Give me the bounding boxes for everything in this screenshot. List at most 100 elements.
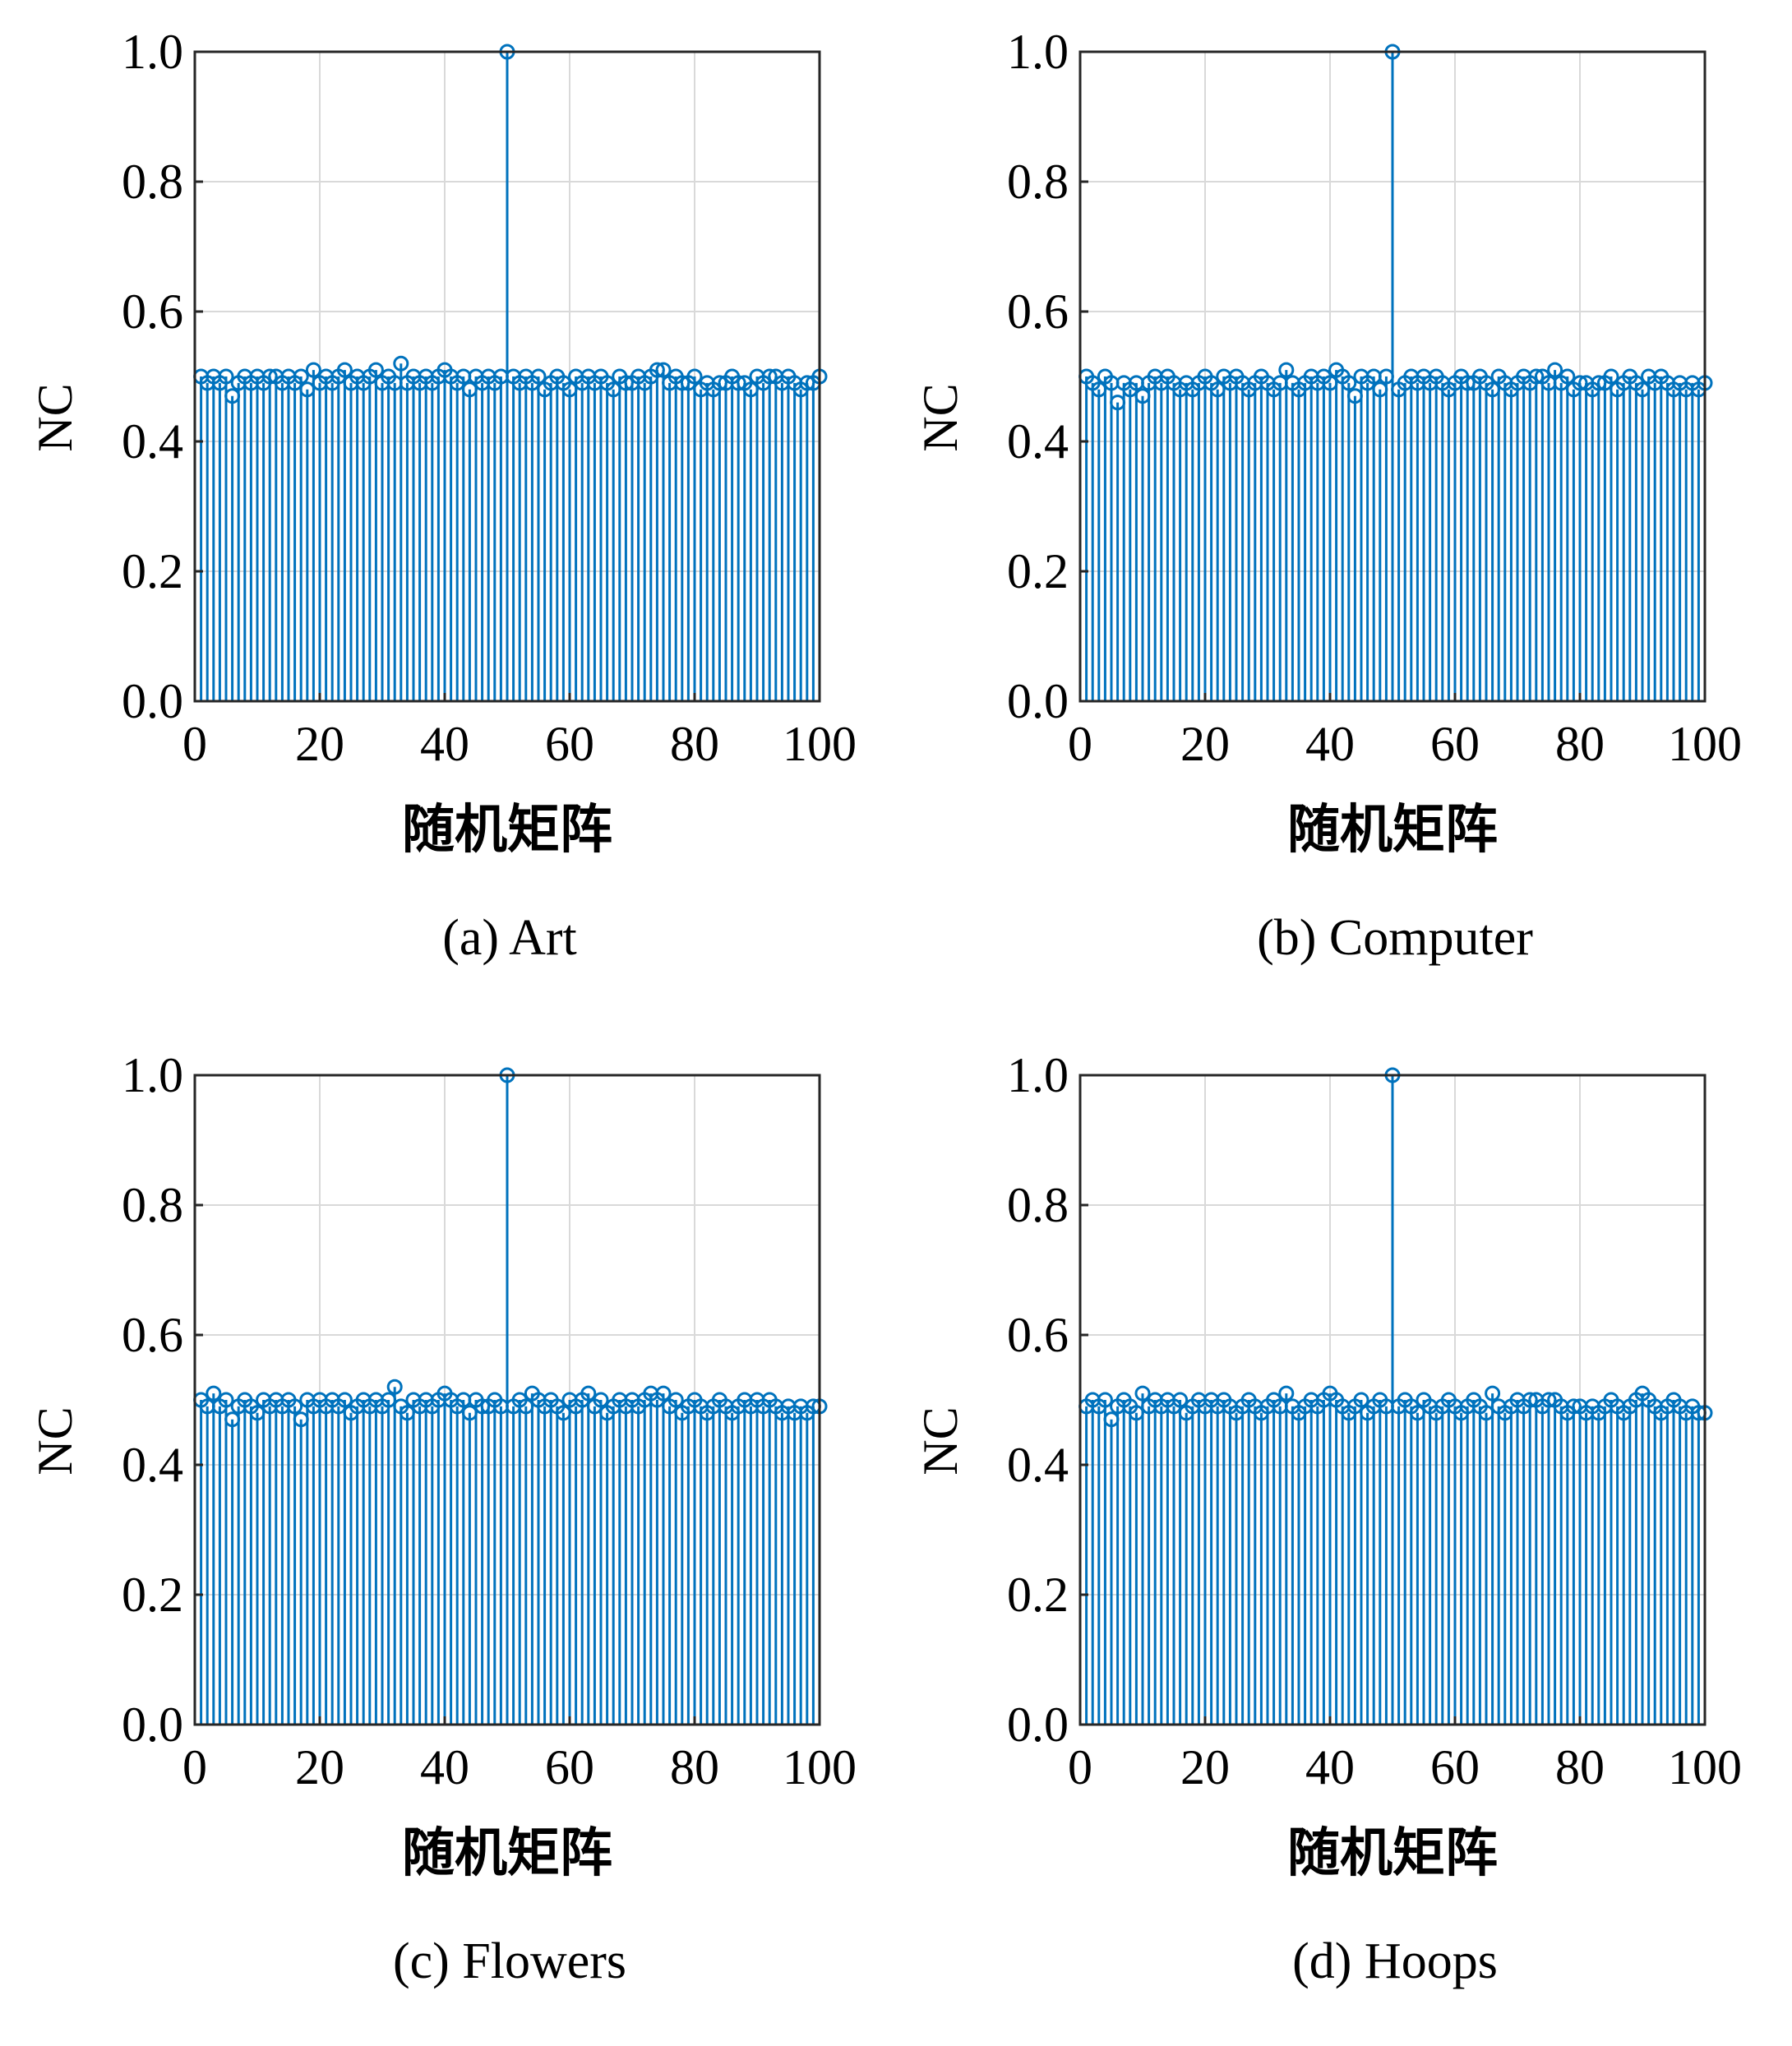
y-tick-label: 0.2 [1007,1568,1069,1622]
y-axis-label: NC [913,1406,968,1475]
stem-marker [1603,368,1619,385]
stem-marker [1134,1385,1151,1402]
axes-frame [1078,1074,1707,1726]
stem-marker [336,1392,353,1408]
axes-frame [193,1074,821,1726]
stem-marker [593,1392,609,1408]
y-tick-label: 1.0 [1007,25,1069,79]
subplot-d: 0.00.20.40.60.81.0 0 20 40 60 80 100 NC 随机矩阵 … [913,1048,1742,1989]
x-tick-labels: 0 20 40 60 80 100 [1068,693,1742,771]
stem-marker [530,368,547,385]
stem-marker [655,1385,672,1402]
axes-frame [193,50,821,703]
y-tick-label: 0.2 [1007,544,1069,598]
stem-marker [287,1398,303,1415]
x-tick-label: 20 [295,1740,344,1794]
stem-marker [1278,362,1295,378]
x-tick-label: 100 [783,1740,857,1794]
y-tick-label: 0.0 [1007,1697,1069,1752]
x-axis-label: 随机矩阵 [1287,1823,1498,1884]
y-tick-label: 0.2 [122,544,183,598]
subplot-caption: (b) Computer [1257,910,1533,966]
y-tick-label: 0.6 [122,1308,183,1362]
y-tick-label: 0.0 [1007,674,1069,728]
subplot-c: 0.00.20.40.60.81.0 0 20 40 60 80 100 NC 随机矩阵 … [28,1048,857,1989]
stem-marker [1278,1385,1295,1402]
stem-marker [336,362,353,378]
stem-marker [206,1385,222,1402]
y-tick-label: 0.6 [1007,1308,1069,1362]
y-tick-label: 0.8 [122,155,183,209]
y-tick-labels: 0.0 0.2 0.4 0.6 0.8 1.0 [122,25,203,728]
subplot-caption: (c) Flowers [393,1933,626,1989]
stem-marker [667,1392,684,1408]
x-tick-labels: 0 20 40 60 80 100 [1068,1716,1742,1794]
stem-series [1078,44,1713,701]
x-tick-label: 40 [1305,1740,1355,1794]
x-axis-label: 随机矩阵 [1287,800,1498,861]
y-tick-label: 0.8 [1007,155,1069,209]
stem-marker [1485,1385,1501,1402]
y-tick-label: 0.6 [1007,284,1069,339]
y-axis-label: NC [28,383,82,451]
x-tick-labels: 0 20 40 60 80 100 [182,1716,857,1794]
stem-marker [1559,368,1576,385]
stem-marker [1341,375,1357,391]
stem-marker [218,368,234,385]
stem-marker [218,1392,234,1408]
x-tick-label: 60 [545,1740,594,1794]
x-tick-label: 0 [1068,1740,1092,1794]
stem-series [1078,1067,1713,1725]
stem-marker [580,1385,597,1402]
x-tick-label: 100 [783,717,857,771]
x-axis-label: 随机矩阵 [402,800,612,861]
stem-marker [686,368,703,385]
x-axis-label: 随机矩阵 [402,1823,612,1884]
stem-marker [393,355,409,372]
x-tick-label: 0 [182,1740,207,1794]
y-tick-label: 1.0 [1007,1048,1069,1102]
x-tick-label: 40 [420,717,469,771]
y-tick-label: 0.6 [122,284,183,339]
stem-marker [655,362,672,378]
stem-marker [1097,1392,1113,1408]
y-axis-label: NC [28,1406,82,1475]
x-tick-label: 60 [1430,717,1480,771]
x-tick-label: 80 [670,1740,719,1794]
x-tick-label: 0 [182,717,207,771]
y-tick-label: 1.0 [122,25,183,79]
x-tick-label: 60 [1430,1740,1480,1794]
y-tick-label: 0.4 [122,1438,183,1492]
x-tick-label: 40 [1305,717,1355,771]
y-tick-label: 0.4 [1007,414,1069,469]
x-tick-label: 40 [420,1740,469,1794]
y-tick-labels: 0.0 0.2 0.4 0.6 0.8 1.0 [122,1048,203,1752]
x-tick-labels: 0 20 40 60 80 100 [182,693,857,771]
y-tick-label: 0.0 [122,1697,183,1752]
x-tick-label: 20 [1180,1740,1230,1794]
y-tick-label: 0.8 [1007,1178,1069,1232]
x-tick-label: 0 [1068,717,1092,771]
x-tick-label: 80 [1555,1740,1605,1794]
x-tick-label: 20 [1180,717,1230,771]
subplot-b: 0.00.20.40.60.81.0 0 20 40 60 80 100 NC 随机矩阵 … [913,25,1742,966]
x-tick-label: 80 [670,717,719,771]
y-tick-labels: 0.0 0.2 0.4 0.6 0.8 1.0 [1007,1048,1088,1752]
stem-marker [1172,1392,1189,1408]
x-tick-label: 100 [1668,1740,1742,1794]
y-axis-label: NC [913,383,968,451]
y-tick-label: 1.0 [122,1048,183,1102]
x-tick-label: 20 [295,717,344,771]
stem-marker [305,362,321,378]
stem-marker [1353,1392,1369,1408]
y-tick-labels: 0.0 0.2 0.4 0.6 0.8 1.0 [1007,25,1088,728]
axes-frame [1078,50,1707,703]
y-tick-label: 0.0 [122,674,183,728]
stem-series [193,44,828,701]
x-tick-label: 80 [1555,717,1605,771]
y-tick-label: 0.2 [122,1568,183,1622]
stem-marker [1547,362,1563,378]
stem-series [193,1067,828,1725]
x-tick-label: 60 [545,717,594,771]
